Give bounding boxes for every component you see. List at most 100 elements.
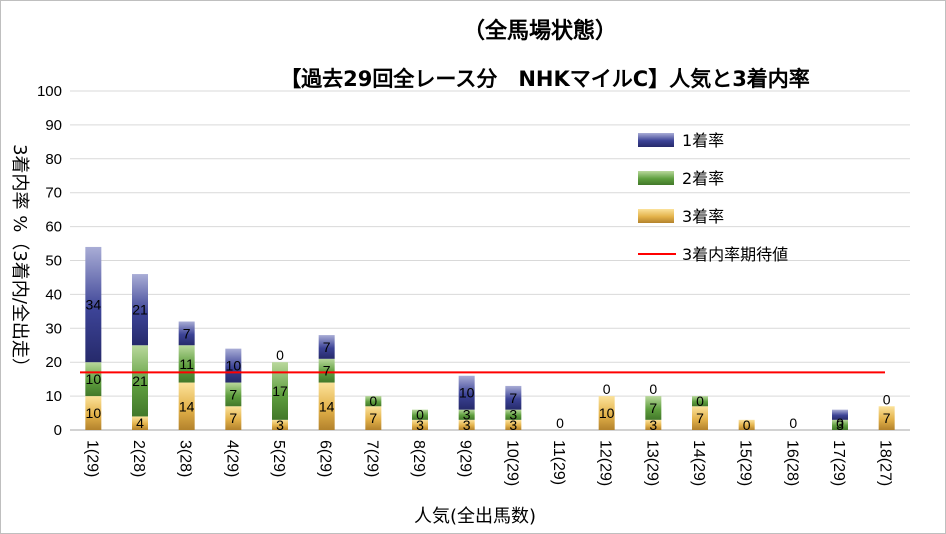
data-label: 7 <box>369 410 377 426</box>
data-label: 7 <box>696 410 704 426</box>
legend-label: 2着率 <box>682 169 724 188</box>
bar-segment <box>412 419 428 430</box>
data-label: 0 <box>789 415 797 431</box>
gridlines <box>70 90 910 431</box>
data-label: 4 <box>136 415 144 431</box>
x-tick-label: 5(29) <box>270 440 287 477</box>
x-tick-label: 7(29) <box>363 440 380 477</box>
data-label: 17 <box>272 383 288 399</box>
bar-segment <box>365 406 382 430</box>
bar-segment <box>505 409 522 420</box>
data-label: 7 <box>509 390 517 406</box>
x-tick-label: 16(28) <box>783 440 800 486</box>
x-tick-label: 4(29) <box>223 440 240 477</box>
data-label: 0 <box>836 415 844 431</box>
bar-segment <box>132 345 148 417</box>
legend-swatch <box>638 171 674 185</box>
data-label: 0 <box>603 381 611 397</box>
chart-subtitle: 【過去29回全レース分 NHKマイルC】人気と3着内率 <box>280 67 810 91</box>
x-tick-label: 13(29) <box>643 440 660 486</box>
data-label: 0 <box>556 415 564 431</box>
bar-segment <box>225 406 242 430</box>
data-label: 11 <box>179 356 194 372</box>
data-label: 0 <box>416 407 424 423</box>
bar-segment <box>458 375 475 410</box>
data-label: 0 <box>883 391 891 407</box>
data-label: 10 <box>226 358 242 374</box>
bar-segment <box>85 362 102 397</box>
bar-segment <box>318 335 335 359</box>
y-tick-label: 10 <box>45 388 62 405</box>
bar-segment <box>505 385 522 410</box>
bar-segment <box>132 416 148 430</box>
y-tick-label: 60 <box>45 219 62 236</box>
x-tick-label: 1(29) <box>83 440 100 477</box>
y-tick-label: 80 <box>45 151 62 168</box>
x-tick-label: 6(29) <box>317 440 334 477</box>
x-tick-label: 11(29) <box>550 440 567 485</box>
y-tick-label: 70 <box>45 185 62 202</box>
bar-segment <box>832 409 848 420</box>
bar-segment <box>225 348 242 383</box>
data-label: 3 <box>509 407 517 423</box>
data-label: 3 <box>276 417 284 433</box>
y-tick-label: 30 <box>45 320 62 337</box>
bar-segment <box>318 382 335 430</box>
bar-segment <box>692 406 708 430</box>
data-labels: 1010344212114117771031701477703033103370… <box>86 297 891 433</box>
bar-segment <box>645 419 662 430</box>
data-label: 14 <box>179 398 195 414</box>
data-label: 3 <box>509 417 517 433</box>
data-label: 3 <box>649 417 657 433</box>
legend-swatch <box>638 209 674 223</box>
bar-segment <box>178 321 195 346</box>
data-label: 14 <box>319 398 335 414</box>
data-label: 0 <box>369 393 377 409</box>
bar-segment <box>178 382 195 430</box>
data-label: 3 <box>463 407 471 423</box>
data-label: 0 <box>276 347 284 363</box>
data-label: 0 <box>743 417 751 433</box>
bar-segment <box>458 419 475 430</box>
data-label: 10 <box>459 385 475 401</box>
data-label: 21 <box>132 302 148 318</box>
x-tick-label: 10(29) <box>503 440 520 486</box>
x-tick-label: 14(29) <box>690 440 707 486</box>
bar-segment <box>692 396 708 407</box>
bar-segment <box>85 246 102 363</box>
bar-segment <box>738 419 755 430</box>
data-label: 0 <box>649 381 657 397</box>
legend: 1着率 2着率 3着率 3着内率期待値 <box>638 131 788 264</box>
x-tick-label: 12(29) <box>597 440 614 486</box>
data-label: 3 <box>416 417 424 433</box>
y-tick-label: 50 <box>45 253 62 270</box>
data-label: 34 <box>86 297 102 313</box>
data-label: 7 <box>323 339 331 355</box>
data-label: 7 <box>183 325 191 341</box>
y-tick-label: 0 <box>54 422 62 439</box>
data-label: 7 <box>649 400 657 416</box>
data-label: 7 <box>883 410 891 426</box>
bar-segment <box>458 409 475 420</box>
y-tick-label: 20 <box>45 354 62 371</box>
bar-segment <box>272 419 288 430</box>
data-label: 21 <box>132 373 148 389</box>
bar-segment <box>645 396 662 420</box>
legend-label: 3着率 <box>682 207 724 226</box>
x-tick-label: 3(28) <box>177 440 194 477</box>
y-tick-labels: 0 10 20 30 40 50 60 70 80 90 100 <box>37 83 62 439</box>
x-tick-label: 8(29) <box>410 440 427 477</box>
x-tick-label: 9(29) <box>457 440 474 477</box>
bar-segment <box>132 274 148 346</box>
x-tick-label: 18(27) <box>877 440 894 486</box>
data-label: 7 <box>229 410 237 426</box>
chart-title: （全馬場状態） <box>463 18 617 44</box>
x-tick-labels: 1(29) 2(28) 3(28) 4(29) 5(29) 6(29) 7(29) 8(29)… <box>83 440 893 486</box>
data-label: 3 <box>836 417 844 433</box>
y-tick-label: 90 <box>45 117 62 134</box>
x-tick-label: 17(29) <box>830 440 847 486</box>
bar-segment <box>505 419 522 430</box>
bar-segment <box>832 419 848 430</box>
